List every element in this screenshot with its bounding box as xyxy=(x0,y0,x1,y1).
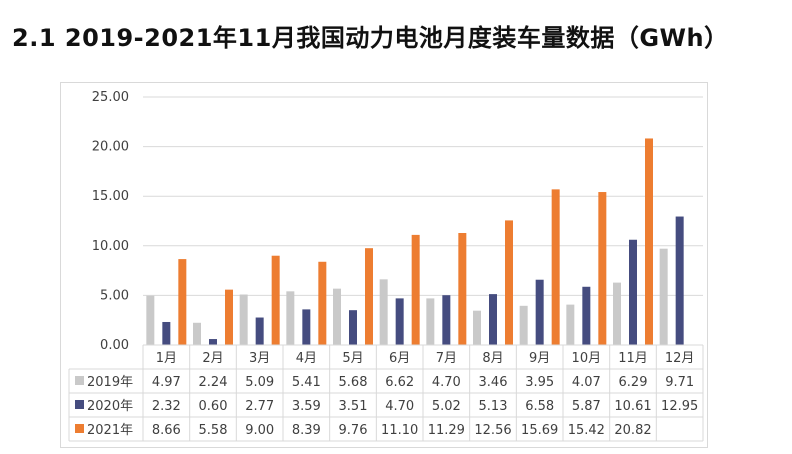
bar-2019年-4月 xyxy=(286,291,295,345)
bar-2019年-9月 xyxy=(519,305,528,345)
category-label: 12月 xyxy=(665,351,695,366)
data-label: 5.41 xyxy=(292,375,321,390)
page-title: 2.1 2019-2021年11月我国动力电池月度装车量数据（GWh） xyxy=(12,24,729,52)
data-label: 11.10 xyxy=(381,423,418,438)
legend-label: 2021年 xyxy=(87,423,133,438)
data-label: 6.58 xyxy=(525,399,554,414)
bar-2020年-8月 xyxy=(489,294,497,345)
bar-2019年-7月 xyxy=(426,298,435,345)
bar-2021年-10月 xyxy=(598,192,607,345)
data-label: 9.00 xyxy=(245,423,274,438)
y-tick-label: 5.00 xyxy=(100,288,129,303)
data-label: 6.29 xyxy=(619,375,648,390)
bar-2020年-4月 xyxy=(302,309,311,345)
y-tick-label: 0.00 xyxy=(100,338,129,353)
legend-label: 2019年 xyxy=(87,375,133,390)
y-tick-label: 25.00 xyxy=(92,90,129,105)
bar-2021年-1月 xyxy=(178,259,187,345)
category-label: 7月 xyxy=(436,351,457,366)
legend-label: 2020年 xyxy=(87,399,133,414)
y-tick-label: 10.00 xyxy=(92,239,129,254)
data-label: 12.56 xyxy=(474,423,511,438)
category-label: 5月 xyxy=(342,351,363,366)
data-label: 6.62 xyxy=(385,375,414,390)
bar-2019年-10月 xyxy=(566,304,575,345)
bar-2020年-5月 xyxy=(349,310,357,345)
legend-key-2019年 xyxy=(75,376,84,385)
data-label: 2.77 xyxy=(245,399,274,414)
bar-2021年-5月 xyxy=(365,248,373,345)
data-label: 0.60 xyxy=(199,399,228,414)
category-label: 6月 xyxy=(389,351,410,366)
data-label: 4.70 xyxy=(385,399,414,414)
y-tick-label: 15.00 xyxy=(92,189,129,204)
data-label: 3.51 xyxy=(339,399,368,414)
data-label: 3.46 xyxy=(479,375,508,390)
data-label: 2.24 xyxy=(199,375,228,390)
data-label: 9.76 xyxy=(339,423,368,438)
chart-panel: 0.00 5.00 10.00 15.00 20.00 25.00 1月 2月 3月 4月 5月 6月… xyxy=(60,82,708,448)
data-label: 4.97 xyxy=(152,375,181,390)
bar-2019年-11月 xyxy=(613,282,621,345)
bar-2019年-2月 xyxy=(193,322,201,345)
data-label: 4.07 xyxy=(572,375,601,390)
data-label: 5.87 xyxy=(572,399,601,414)
bar-2020年-1月 xyxy=(162,321,171,345)
bar-2020年-6月 xyxy=(395,298,404,345)
data-label: 8.66 xyxy=(152,423,181,438)
bar-2021年-8月 xyxy=(505,220,513,345)
legend-key-2021年 xyxy=(75,424,84,433)
category-label: 8月 xyxy=(482,351,503,366)
bar-2021年-9月 xyxy=(551,189,560,345)
data-label: 9.71 xyxy=(665,375,694,390)
bar-2021年-3月 xyxy=(271,255,280,345)
data-label: 8.39 xyxy=(292,423,321,438)
bar-2020年-12月 xyxy=(675,216,684,345)
data-label: 20.82 xyxy=(614,423,651,438)
data-label: 5.58 xyxy=(199,423,228,438)
bar-2021年-4月 xyxy=(318,261,327,345)
bar-chart: 0.00 5.00 10.00 15.00 20.00 25.00 1月 2月 3月 4月 5月 6月… xyxy=(68,90,704,442)
bar-2021年-6月 xyxy=(411,234,420,345)
bar-2020年-10月 xyxy=(582,286,591,345)
bar-2019年-8月 xyxy=(473,310,481,345)
category-label: 10月 xyxy=(572,351,602,366)
bar-2019年-5月 xyxy=(333,288,341,345)
data-label: 15.69 xyxy=(521,423,558,438)
category-label: 11月 xyxy=(618,351,648,366)
data-label: 5.68 xyxy=(339,375,368,390)
data-label: 4.70 xyxy=(432,375,461,390)
bar-2020年-3月 xyxy=(255,317,264,345)
data-label: 15.42 xyxy=(568,423,605,438)
category-label: 3月 xyxy=(249,351,270,366)
data-label: 5.13 xyxy=(479,399,508,414)
category-label: 9月 xyxy=(529,351,550,366)
bar-2021年-2月 xyxy=(225,289,233,345)
data-label: 3.95 xyxy=(525,375,554,390)
data-label: 12.95 xyxy=(661,399,698,414)
data-label: 5.02 xyxy=(432,399,461,414)
category-label: 2月 xyxy=(202,351,223,366)
legend-key-2020年 xyxy=(75,400,84,409)
bar-2020年-2月 xyxy=(209,339,217,345)
y-tick-label: 20.00 xyxy=(92,140,129,155)
bar-2019年-12月 xyxy=(659,248,668,345)
bar-2021年-11月 xyxy=(645,138,653,345)
data-label: 5.09 xyxy=(245,375,274,390)
bar-2019年-1月 xyxy=(146,295,155,345)
bar-2021年-7月 xyxy=(458,233,467,345)
bar-2020年-7月 xyxy=(442,295,451,345)
bar-2020年-11月 xyxy=(629,239,637,345)
bar-2019年-3月 xyxy=(239,294,248,345)
category-label: 1月 xyxy=(156,351,177,366)
data-label: 2.32 xyxy=(152,399,181,414)
bar-2019年-6月 xyxy=(379,279,388,345)
category-label: 4月 xyxy=(296,351,317,366)
data-label: 10.61 xyxy=(614,399,651,414)
data-label: 11.29 xyxy=(428,423,465,438)
bar-2020年-9月 xyxy=(535,279,544,345)
data-label: 3.59 xyxy=(292,399,321,414)
